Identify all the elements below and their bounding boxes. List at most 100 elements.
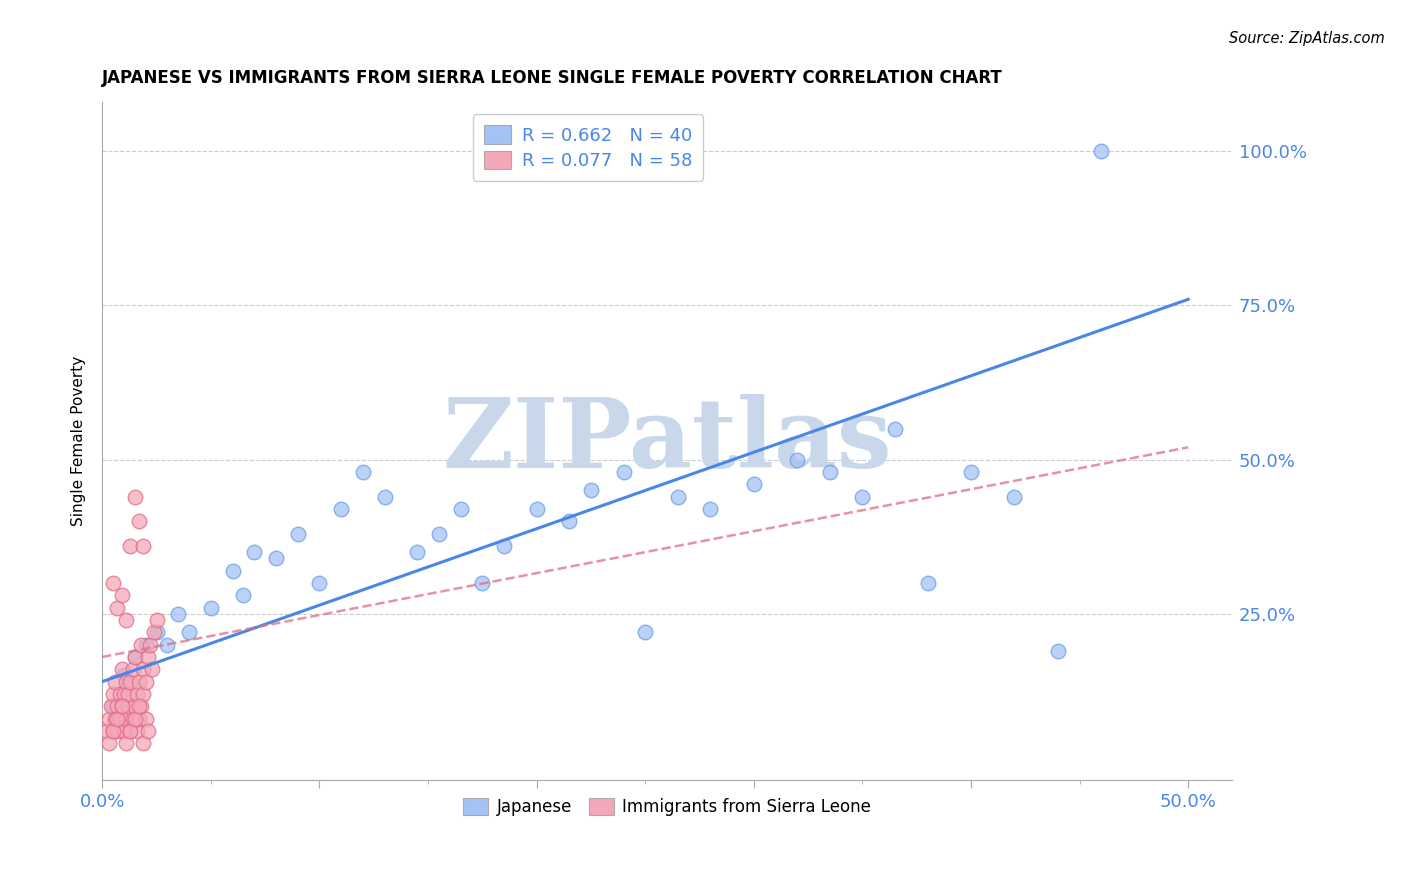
Point: [374, 490, 396, 504]
Point: [352, 465, 374, 479]
Point: [100, 699, 122, 714]
Point: [141, 662, 163, 676]
Point: [330, 502, 353, 516]
Point: [526, 502, 548, 516]
Point: [112, 723, 135, 738]
Point: [107, 600, 129, 615]
Point: [1090, 145, 1112, 159]
Point: [128, 712, 150, 726]
Point: [264, 551, 287, 566]
Point: [1046, 644, 1069, 658]
Point: [143, 625, 166, 640]
Point: [131, 638, 153, 652]
Point: [111, 588, 134, 602]
Point: [111, 699, 134, 714]
Point: [1004, 490, 1026, 504]
Point: [115, 613, 138, 627]
Point: [156, 638, 179, 652]
Point: [104, 712, 127, 726]
Point: [125, 723, 148, 738]
Point: [125, 687, 148, 701]
Point: [101, 576, 124, 591]
Point: [107, 723, 129, 738]
Point: [124, 650, 146, 665]
Point: [97, 736, 120, 750]
Point: [135, 712, 157, 726]
Point: [135, 674, 157, 689]
Point: [139, 638, 162, 652]
Point: [111, 662, 134, 676]
Point: [124, 490, 146, 504]
Point: [742, 477, 765, 491]
Point: [104, 674, 127, 689]
Point: [450, 502, 472, 516]
Point: [96, 723, 118, 738]
Point: [135, 638, 157, 652]
Point: [97, 712, 120, 726]
Point: [818, 465, 841, 479]
Point: [107, 712, 129, 726]
Point: [115, 712, 138, 726]
Point: [131, 699, 153, 714]
Point: [132, 736, 155, 750]
Text: ZIPatlas: ZIPatlas: [441, 394, 891, 488]
Point: [884, 422, 907, 436]
Point: [101, 723, 124, 738]
Point: [121, 662, 143, 676]
Point: [699, 502, 721, 516]
Text: Source: ZipAtlas.com: Source: ZipAtlas.com: [1229, 31, 1385, 46]
Point: [112, 668, 135, 682]
Point: [101, 723, 124, 738]
Point: [132, 687, 155, 701]
Point: [117, 699, 139, 714]
Point: [132, 662, 155, 676]
Point: [120, 723, 142, 738]
Point: [115, 736, 138, 750]
Point: [101, 699, 124, 714]
Point: [124, 712, 146, 726]
Y-axis label: Single Female Poverty: Single Female Poverty: [72, 356, 86, 526]
Point: [232, 588, 254, 602]
Point: [558, 514, 581, 528]
Point: [917, 576, 939, 591]
Point: [167, 607, 190, 621]
Point: [786, 452, 808, 467]
Point: [634, 625, 657, 640]
Point: [177, 625, 200, 640]
Point: [101, 687, 124, 701]
Point: [666, 490, 689, 504]
Point: [136, 650, 159, 665]
Point: [136, 723, 159, 738]
Point: [851, 490, 873, 504]
Point: [128, 674, 150, 689]
Point: [308, 576, 330, 591]
Point: [132, 539, 155, 553]
Point: [115, 674, 138, 689]
Point: [120, 723, 142, 738]
Point: [243, 545, 266, 559]
Point: [287, 526, 309, 541]
Point: [579, 483, 602, 498]
Point: [121, 712, 143, 726]
Point: [492, 539, 515, 553]
Point: [427, 526, 450, 541]
Point: [120, 539, 142, 553]
Point: [145, 625, 167, 640]
Point: [200, 600, 222, 615]
Point: [108, 712, 131, 726]
Point: [406, 545, 429, 559]
Point: [107, 699, 129, 714]
Point: [128, 699, 150, 714]
Point: [112, 687, 135, 701]
Text: JAPANESE VS IMMIGRANTS FROM SIERRA LEONE SINGLE FEMALE POVERTY CORRELATION CHART: JAPANESE VS IMMIGRANTS FROM SIERRA LEONE…: [103, 69, 1002, 87]
Point: [120, 674, 142, 689]
Legend: Japanese, Immigrants from Sierra Leone: Japanese, Immigrants from Sierra Leone: [457, 791, 877, 822]
Point: [960, 465, 983, 479]
Point: [221, 564, 243, 578]
Point: [117, 687, 139, 701]
Point: [124, 699, 146, 714]
Point: [128, 514, 150, 528]
Point: [612, 465, 634, 479]
Point: [111, 699, 134, 714]
Point: [108, 687, 131, 701]
